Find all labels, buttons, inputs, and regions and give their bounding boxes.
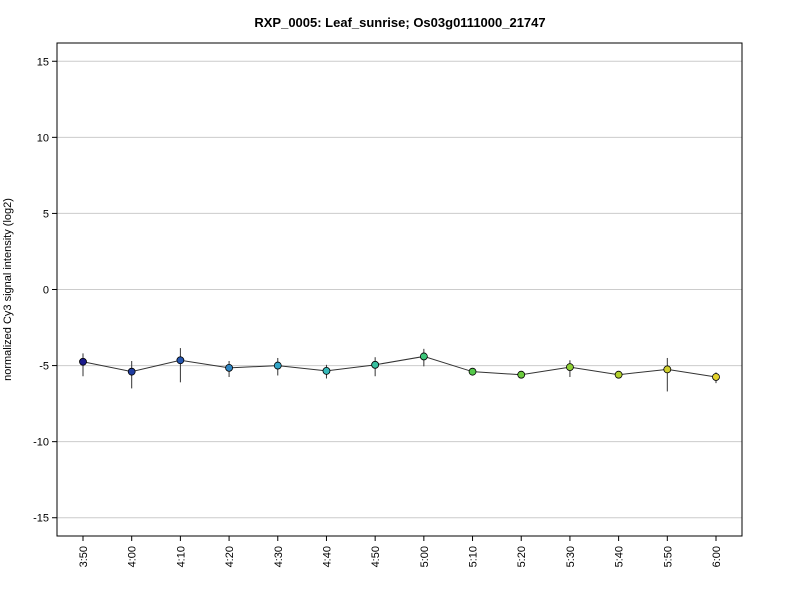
data-point — [322, 367, 331, 375]
data-point — [419, 352, 428, 361]
data-point — [127, 367, 136, 376]
y-tick-label: 15 — [37, 56, 49, 68]
data-point — [225, 363, 233, 372]
x-tick-label: 4:20 — [224, 546, 236, 567]
x-tick-label: 5:50 — [662, 546, 674, 567]
y-tick-label: -5 — [39, 361, 49, 373]
data-point — [517, 370, 526, 379]
y-axis: -15 -10 -5 0 5 10 15 — [33, 56, 57, 525]
y-tick-label: 10 — [37, 132, 49, 144]
x-tick-label: 3:50 — [78, 546, 90, 567]
grid-lines — [57, 60, 742, 519]
series — [79, 348, 720, 392]
x-tick-label: 5:40 — [614, 546, 626, 567]
x-axis: 3:50 4:00 4:10 4:20 4:30 4:40 4:50 5:00 5:10 5:20… — [78, 535, 723, 567]
x-tick-label: 4:50 — [370, 546, 382, 567]
x-tick-label: 4:10 — [175, 546, 187, 567]
y-tick-label: -15 — [33, 513, 49, 525]
data-point — [176, 356, 185, 365]
x-tick-label: 5:30 — [565, 546, 577, 567]
x-tick-label: 6:00 — [711, 546, 723, 567]
data-point — [468, 367, 477, 376]
chart-title: RXP_0005: Leaf_sunrise; Os03g0111000_217… — [254, 15, 545, 30]
series-line — [82, 355, 717, 378]
x-tick-label: 4:40 — [321, 546, 333, 567]
y-tick-label: 0 — [43, 285, 49, 297]
data-point — [273, 361, 282, 370]
x-tick-label: 5:10 — [468, 546, 480, 567]
x-tick-label: 4:00 — [127, 546, 139, 567]
x-tick-label: 5:20 — [516, 546, 528, 567]
data-point — [712, 373, 720, 381]
data-point — [566, 363, 574, 372]
y-axis-label: normalized Cy3 signal intensity (log2) — [2, 198, 14, 381]
x-tick-label: 4:30 — [273, 546, 285, 567]
y-tick-label: 5 — [43, 208, 49, 220]
x-tick-label: 5:00 — [419, 546, 431, 567]
data-point — [371, 360, 380, 369]
data-point — [614, 370, 623, 379]
data-point — [663, 365, 672, 374]
data-point — [79, 357, 87, 366]
y-tick-label: -10 — [33, 437, 49, 449]
